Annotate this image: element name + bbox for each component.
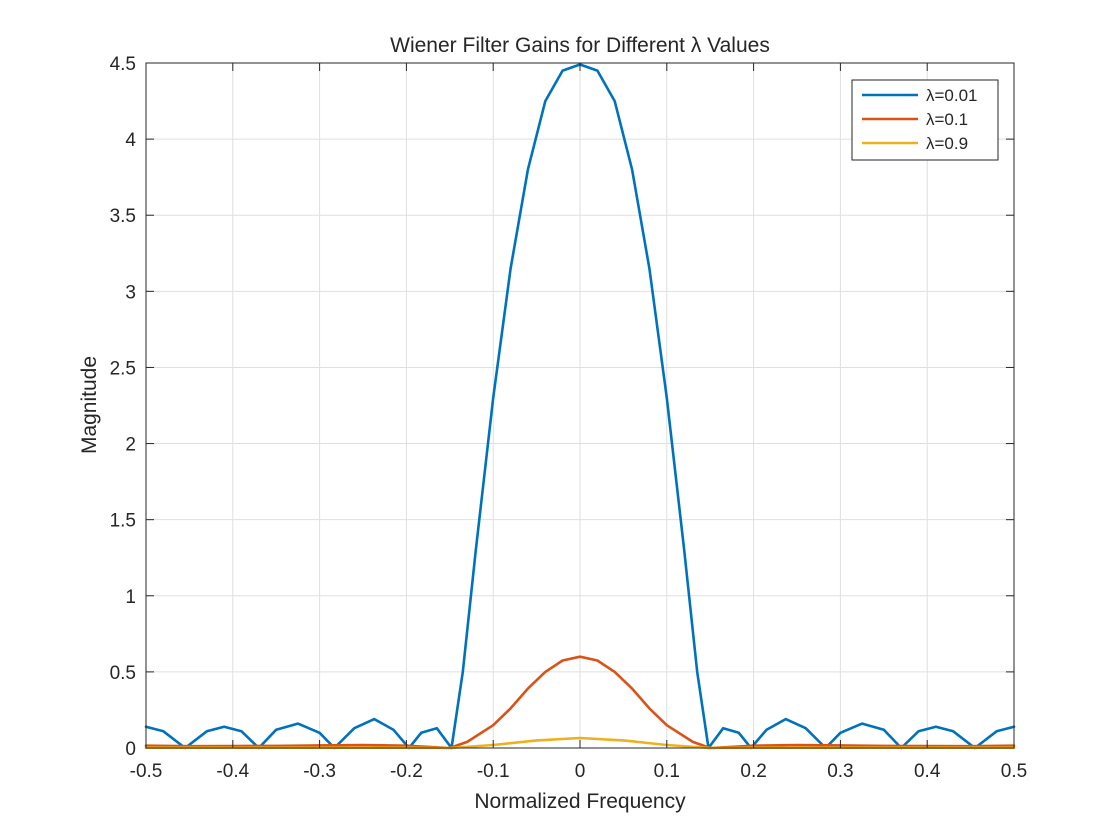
- y-tick-label: 3: [125, 282, 136, 303]
- tick-marks: [145, 62, 1015, 749]
- x-tick-label: 0.3: [827, 761, 853, 782]
- legend-label-2: λ=0.9: [926, 134, 968, 153]
- series-line-1: [144, 655, 1016, 750]
- x-tick-label: 0.5: [1001, 761, 1027, 782]
- x-tick-label: 0: [575, 761, 586, 782]
- legend-label-0: λ=0.01: [926, 86, 978, 105]
- y-tick-label: 2.5: [110, 358, 136, 379]
- x-tick-label: -0.3: [303, 761, 336, 782]
- x-tick-label: 0.1: [654, 761, 680, 782]
- x-axis-label: Normalized Frequency: [474, 790, 686, 813]
- y-tick-label: 1.5: [110, 511, 136, 532]
- y-tick-label: 2: [125, 435, 136, 456]
- x-tick-label: -0.2: [390, 761, 423, 782]
- x-tick-label: -0.5: [130, 761, 163, 782]
- y-tick-label: 0.5: [110, 663, 136, 684]
- legend-label-1: λ=0.1: [926, 110, 968, 129]
- y-axis-label: Magnitude: [78, 356, 101, 454]
- y-tick-labels: 0 0.5 1 1.5 2 2.5 3 3.5 4 4.5: [110, 54, 137, 760]
- chart-title: Wiener Filter Gains for Different λ Valu…: [390, 34, 770, 57]
- x-tick-labels: -0.5 -0.4 -0.3 -0.2 -0.1 0 0.1 0.2 0.3 0.4 0.5: [130, 761, 1028, 782]
- x-tick-label: -0.1: [477, 761, 510, 782]
- y-tick-label: 4.5: [110, 54, 136, 75]
- x-tick-label: -0.4: [216, 761, 249, 782]
- y-tick-label: 0: [125, 739, 136, 760]
- legend: λ=0.01 λ=0.1 λ=0.9: [851, 79, 999, 161]
- x-tick-label: 0.4: [914, 761, 941, 782]
- y-tick-label: 1: [125, 587, 136, 608]
- x-tick-label: 0.2: [740, 761, 766, 782]
- y-tick-label: 3.5: [110, 206, 136, 227]
- y-tick-label: 4: [125, 130, 136, 151]
